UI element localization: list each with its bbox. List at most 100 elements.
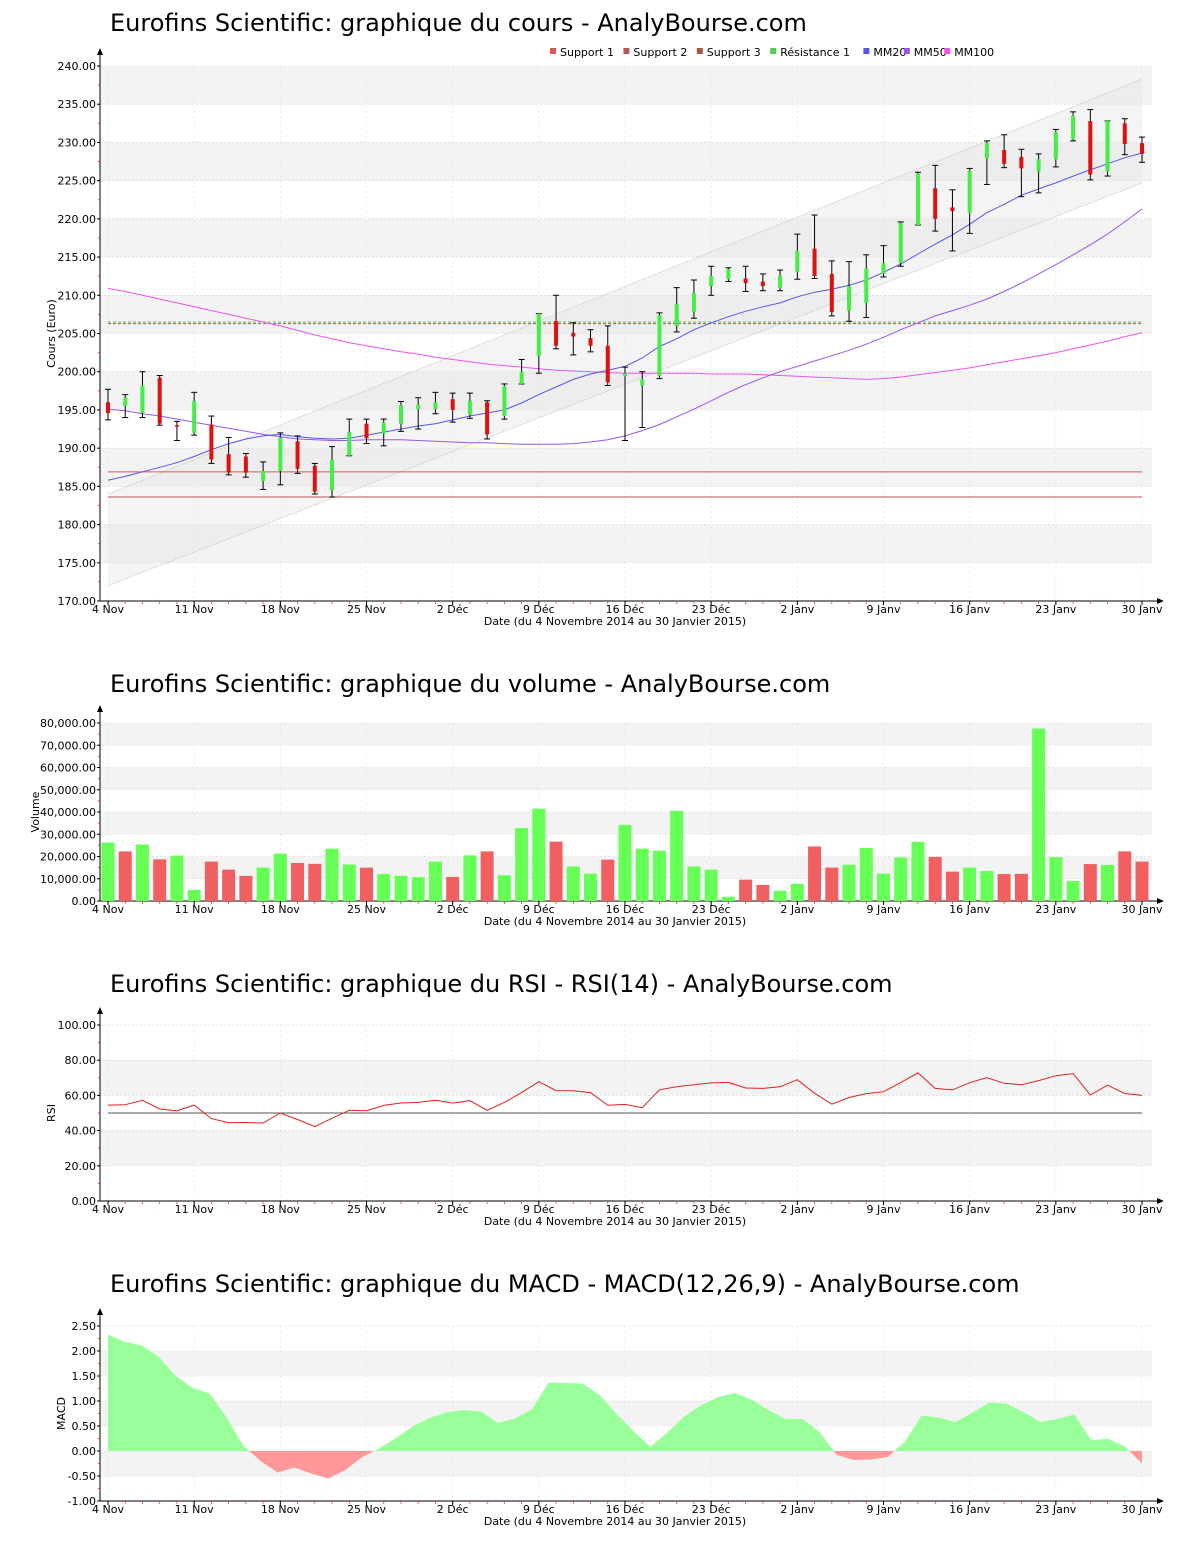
rsi-chart: 0.00 20.00 40.00 60.00 80.00 100.00 4 Nov 11 No… (45, 1007, 1164, 1228)
x-tick-label: 2 Déc (437, 1203, 469, 1216)
candle-body (209, 424, 214, 460)
y-tick-label: 60.00 (65, 1089, 97, 1102)
y-tick-label: 40.00 (65, 1125, 97, 1138)
x-tick-label: 2 Déc (437, 1503, 469, 1516)
candle-body (519, 371, 524, 384)
channel-upper-line (107, 78, 1143, 495)
candle-body (278, 437, 283, 472)
y-tick-label: 80,000.00 (40, 717, 96, 730)
background-band (100, 448, 1152, 487)
candlestick (415, 397, 422, 430)
volume-bar (118, 851, 132, 901)
x-tick-label: 30 Janv (1122, 903, 1163, 916)
x-tick-label: 23 Déc (692, 1503, 731, 1516)
candlestick (673, 287, 680, 333)
x-tick-label: 16 Déc (606, 1203, 645, 1216)
volume-bar (687, 866, 701, 901)
volume-bar (566, 866, 580, 901)
y-tick-label: 185.00 (58, 480, 97, 493)
candlestick (294, 435, 301, 474)
legend-label: Support 2 (633, 46, 687, 59)
candle-body (933, 188, 938, 219)
rsi-chart-block: Eurofins Scientific: graphique du RSI - … (45, 970, 1164, 1228)
volume-bar (825, 867, 839, 901)
legend-item-support3: Support 3 (696, 46, 761, 59)
macd-negative-area (1129, 1451, 1142, 1464)
x-tick-label: 25 Nov (347, 1503, 386, 1516)
candle-body (485, 402, 490, 435)
candle-body (554, 321, 559, 346)
volume-bar (135, 844, 149, 901)
candle-body (812, 248, 817, 277)
y-tick-label: 2.00 (72, 1345, 97, 1358)
candle-body (1088, 121, 1093, 175)
volume-bar (1118, 851, 1132, 901)
volume-bar (532, 808, 546, 901)
candlestick (466, 392, 473, 419)
candlestick (1139, 136, 1145, 163)
y-tick-label: 195.00 (58, 404, 97, 417)
y-tick-label: 1.50 (72, 1370, 97, 1383)
candle-body (898, 222, 903, 264)
background-band (100, 1130, 1152, 1166)
candlestick (191, 391, 198, 436)
candlestick (173, 420, 180, 441)
candle-body (398, 405, 403, 424)
y-tick-label: -0.50 (68, 1470, 96, 1483)
candle-body (381, 422, 386, 434)
y-tick-label: 0.00 (72, 1195, 97, 1208)
candlestick (329, 446, 336, 498)
candlestick (725, 267, 732, 283)
candle-body (829, 273, 834, 313)
x-tick-label: 18 Nov (261, 603, 300, 616)
y-tick-label: 2.50 (72, 1320, 97, 1333)
x-tick-label: 25 Nov (347, 603, 386, 616)
x-axis-title: Date (du 4 Novembre 2014 au 30 Janvier 2… (484, 1215, 746, 1228)
volume-bar (584, 873, 598, 901)
candle-body (967, 170, 972, 213)
y-tick-label: 10,000.00 (40, 873, 96, 886)
price-chart-block: Eurofins Scientific: graphique du cours … (0, 0, 1200, 640)
volume-bar (894, 857, 908, 901)
candle-body (1002, 150, 1007, 164)
x-tick-label: 30 Janv (1122, 1203, 1163, 1216)
y-axis-title: MACD (55, 1397, 68, 1430)
volume-bar (204, 861, 218, 901)
candlestick (1018, 148, 1025, 198)
volume-bar (618, 824, 632, 901)
candlestick (604, 325, 611, 386)
y-tick-label: 235.00 (58, 98, 97, 111)
x-axis-title: Date (du 4 Novembre 2014 au 30 Janvier 2… (484, 615, 746, 628)
background-band (100, 66, 1152, 105)
legend-swatch (623, 48, 630, 54)
background-band (100, 142, 1152, 181)
candle-body (192, 400, 197, 433)
candlestick (846, 261, 853, 322)
x-tick-label: 16 Déc (606, 603, 645, 616)
x-tick-label: 16 Janv (949, 1203, 990, 1216)
volume-bar (1014, 873, 1028, 901)
macd-negative-area (833, 1451, 895, 1460)
y-tick-label: 200.00 (58, 366, 97, 379)
candle-body (157, 377, 162, 424)
legend-label: MM50 (914, 46, 947, 59)
candlestick (311, 462, 318, 495)
y-tick-label: -1.00 (68, 1495, 96, 1508)
volume-bar (101, 842, 115, 901)
volume-bar (291, 862, 305, 901)
candle-body (330, 459, 335, 491)
candlestick (811, 214, 818, 279)
volume-bar (790, 883, 804, 901)
macd-positive-area (108, 1334, 250, 1451)
x-tick-label: 18 Nov (261, 903, 300, 916)
candlestick (932, 164, 939, 232)
volume-bar (325, 848, 339, 901)
x-tick-label: 2 Janv (780, 1503, 814, 1516)
volume-bar (273, 853, 287, 901)
candle-body (140, 385, 145, 413)
candle-body (691, 292, 696, 313)
legend-item-resistance1: Résistance 1 (770, 46, 850, 59)
x-tick-label: 4 Nov (92, 1203, 124, 1216)
volume-bar (670, 810, 684, 901)
x-tick-label: 9 Janv (867, 903, 901, 916)
